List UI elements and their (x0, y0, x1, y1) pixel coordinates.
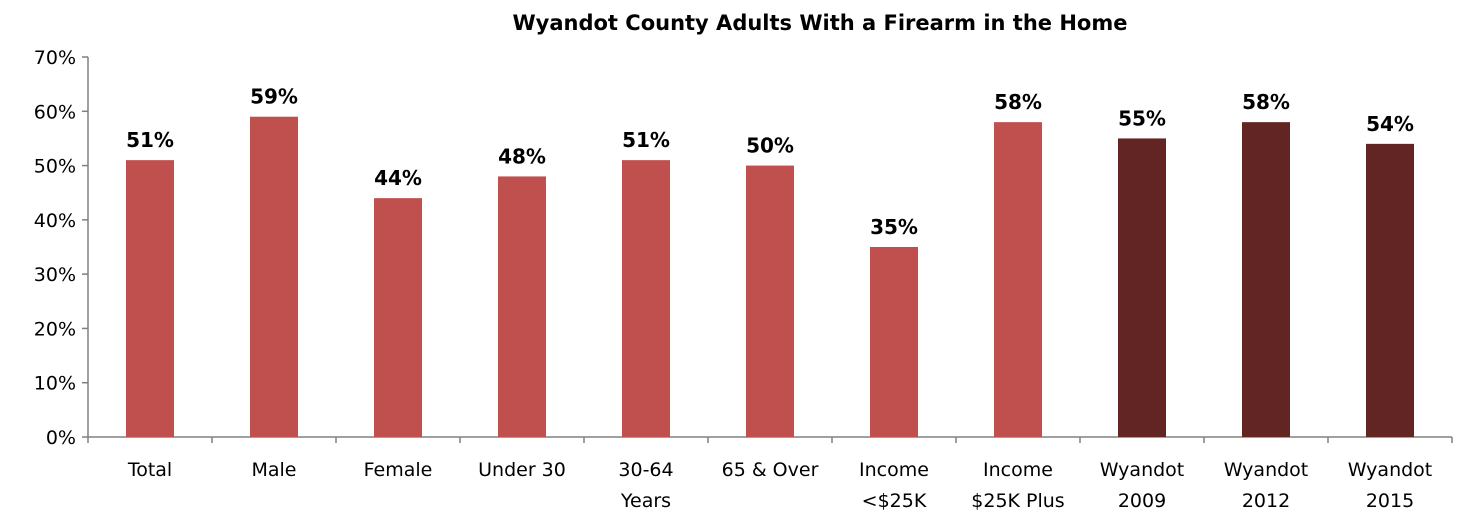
y-tick-label: 30% (34, 264, 76, 286)
x-tick-label-line: Under 30 (478, 459, 566, 481)
x-tick-label-line: Wyandot (1100, 459, 1185, 481)
x-tick-label: Wyandot 2009 (1100, 459, 1185, 512)
bar (374, 198, 422, 437)
x-tick-label-line: 2015 (1366, 490, 1414, 512)
data-label: 55% (1118, 106, 1166, 130)
x-tick-label: Female (364, 459, 433, 481)
data-label: 51% (622, 128, 670, 152)
y-tick-label: 0% (46, 427, 76, 449)
bar (126, 160, 174, 437)
y-tick-label: 20% (34, 318, 76, 340)
x-tick-label: 30-64 Years (618, 459, 673, 512)
x-tick-label-line: Years (620, 490, 671, 512)
x-tick-label: Wyandot 2015 (1348, 459, 1433, 512)
y-axis: 0% 10% 20% 30% 40% 50% 60% 70% (34, 47, 88, 449)
x-tick-label: Income $25K Plus (971, 459, 1064, 512)
bar (1242, 122, 1290, 438)
bar (1118, 138, 1166, 437)
x-tick-label-line: 2012 (1242, 490, 1290, 512)
data-label: 58% (1242, 90, 1290, 114)
data-labels: 51% 59% 44% 48% 51% 50% 35% 58% 55% 58% 54% (126, 85, 1414, 239)
x-tick-label-line: <$25K (862, 490, 927, 512)
x-tick-label-line: 65 & Over (722, 459, 819, 481)
bar (250, 116, 298, 437)
data-label: 54% (1366, 112, 1414, 136)
x-tick-label: Male (251, 459, 296, 481)
bar (1366, 143, 1414, 437)
x-tick-label: Wyandot 2012 (1224, 459, 1309, 512)
x-tick-label-line: Female (364, 459, 433, 481)
y-tick-label: 40% (34, 210, 76, 232)
x-tick-label-line: Income (983, 459, 1053, 481)
data-label: 59% (250, 85, 298, 109)
x-tick-label: Total (127, 459, 172, 481)
data-label: 58% (994, 90, 1042, 114)
y-tick-label: 50% (34, 156, 76, 178)
bars (126, 116, 1414, 438)
y-tick-label: 10% (34, 373, 76, 395)
y-tick-label: 60% (34, 101, 76, 123)
x-tick-label-line: $25K Plus (971, 490, 1064, 512)
x-tick-label-line: Total (127, 459, 172, 481)
x-tick-label: Under 30 (478, 459, 566, 481)
bar (870, 247, 918, 437)
bar (746, 165, 794, 438)
bar (622, 160, 670, 437)
x-tick-label-line: Income (859, 459, 929, 481)
bar (994, 122, 1042, 438)
x-tick-label: Income <$25K (859, 459, 929, 512)
x-tick-label: 65 & Over (722, 459, 819, 481)
x-tick-label-line: 2009 (1118, 490, 1166, 512)
x-tick-label-line: Male (251, 459, 296, 481)
data-label: 35% (870, 215, 918, 239)
x-axis-categories: Total Male Female Under 30 30-64 Years 65 & Ov… (127, 459, 1432, 512)
x-tick-label-line: Wyandot (1348, 459, 1433, 481)
chart-title: Wyandot County Adults With a Firearm in … (513, 11, 1128, 35)
x-tick-label-line: 30-64 (618, 459, 673, 481)
y-tick-label: 70% (34, 47, 76, 69)
bar (498, 176, 546, 437)
data-label: 44% (374, 166, 422, 190)
x-tick-label-line: Wyandot (1224, 459, 1309, 481)
data-label: 50% (746, 134, 794, 158)
data-label: 51% (126, 128, 174, 152)
data-label: 48% (498, 144, 546, 168)
